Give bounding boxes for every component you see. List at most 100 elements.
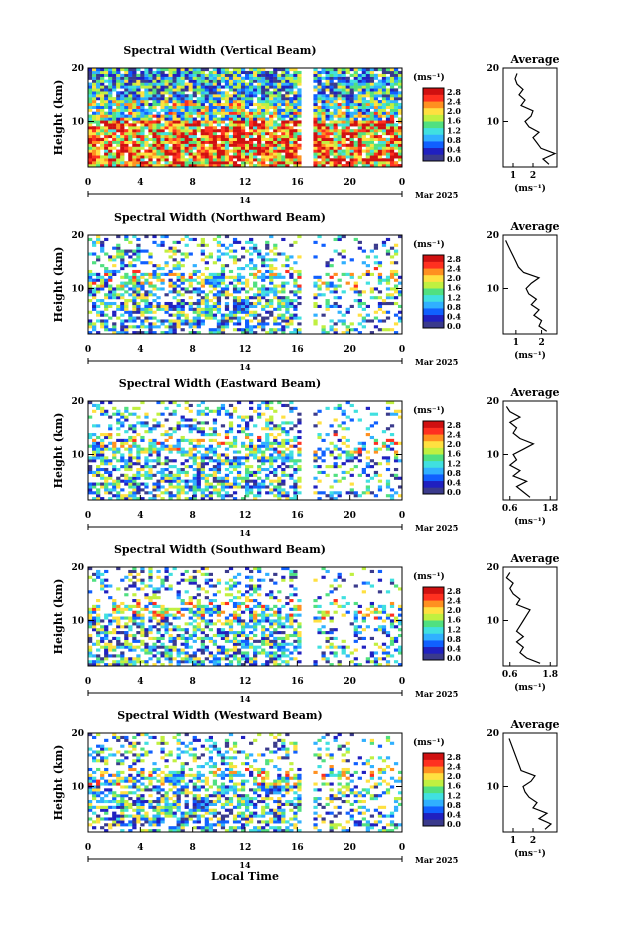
colorbar-tick-label: 0.0 bbox=[447, 321, 461, 331]
x-tick-label: 20 bbox=[343, 345, 356, 355]
x-tick-label: 0 bbox=[399, 178, 405, 188]
avg-x-label: (ms⁻¹) bbox=[514, 183, 546, 194]
colorbar-tick-label: 0.4 bbox=[447, 809, 461, 819]
y-tick-label: 10 bbox=[71, 118, 84, 128]
avg-x-tick-label: 1.8 bbox=[542, 504, 558, 514]
colorbar-swatch bbox=[423, 760, 444, 767]
colorbar-swatch bbox=[423, 600, 444, 607]
colorbar-swatch bbox=[423, 461, 444, 468]
colorbar-swatch bbox=[423, 301, 444, 308]
colorbar-tick-label: 1.6 bbox=[447, 615, 461, 625]
avg-y-tick-label: 10 bbox=[486, 118, 499, 128]
x-tick-label: 0 bbox=[85, 843, 91, 853]
colorbar-swatch bbox=[423, 753, 444, 760]
avg-y-tick-label: 20 bbox=[486, 231, 499, 241]
x-tick-label: 0 bbox=[399, 511, 405, 521]
colorbar-swatch bbox=[423, 255, 444, 262]
colorbar-swatch bbox=[423, 813, 444, 820]
colorbar-unit: (ms⁻¹) bbox=[413, 405, 445, 416]
colorbar-unit: (ms⁻¹) bbox=[413, 72, 445, 83]
colorbar-swatch bbox=[423, 766, 444, 773]
y-axis-label: Height (km) bbox=[52, 579, 65, 655]
x-tick-label: 16 bbox=[291, 677, 304, 687]
day-label: 14 bbox=[239, 195, 251, 205]
x-tick-label: 0 bbox=[85, 511, 91, 521]
date-label: Mar 2025 bbox=[415, 357, 458, 367]
avg-x-label: (ms⁻¹) bbox=[514, 848, 546, 859]
day-label: 14 bbox=[239, 528, 251, 538]
colorbar-tick-label: 2.4 bbox=[447, 596, 461, 606]
heatmap-cells bbox=[88, 401, 402, 500]
colorbar-swatch bbox=[423, 773, 444, 780]
y-axis-label: Height (km) bbox=[52, 247, 65, 323]
avg-x-tick-label: 1 bbox=[510, 171, 516, 181]
colorbar-swatch bbox=[423, 268, 444, 275]
colorbar-swatch bbox=[423, 448, 444, 455]
avg-y-tick-label: 20 bbox=[486, 397, 499, 407]
panel-title: Spectral Width (Vertical Beam) bbox=[123, 44, 316, 57]
avg-title: Average bbox=[509, 386, 559, 399]
heatmap-cells bbox=[88, 68, 402, 167]
colorbar-swatch bbox=[423, 620, 444, 627]
colorbar-unit: (ms⁻¹) bbox=[413, 239, 445, 250]
average-profile-line bbox=[509, 738, 551, 829]
colorbar-tick-label: 2.4 bbox=[447, 97, 461, 107]
colorbar-tick-label: 1.2 bbox=[447, 624, 461, 634]
colorbar-swatch bbox=[423, 819, 444, 826]
x-tick-label: 8 bbox=[190, 677, 196, 687]
colorbar-swatch bbox=[423, 128, 444, 135]
colorbar-swatch bbox=[423, 587, 444, 594]
x-tick-label: 12 bbox=[239, 345, 252, 355]
x-tick-label: 4 bbox=[137, 178, 143, 188]
avg-x-label: (ms⁻¹) bbox=[514, 682, 546, 693]
colorbar-tick-label: 2.4 bbox=[447, 762, 461, 772]
colorbar-tick-label: 2.0 bbox=[447, 605, 461, 615]
y-tick-label: 20 bbox=[71, 563, 84, 573]
colorbar-swatch bbox=[423, 653, 444, 660]
day-label: 14 bbox=[239, 694, 251, 704]
colorbar-tick-label: 1.6 bbox=[447, 283, 461, 293]
colorbar-swatch bbox=[423, 806, 444, 813]
avg-title: Average bbox=[509, 552, 559, 565]
x-tick-label: 4 bbox=[137, 677, 143, 687]
colorbar-swatch bbox=[423, 262, 444, 269]
y-tick-label: 10 bbox=[71, 285, 84, 295]
x-tick-label: 12 bbox=[239, 677, 252, 687]
colorbar-tick-label: 0.0 bbox=[447, 653, 461, 663]
date-label: Mar 2025 bbox=[415, 855, 458, 865]
colorbar-tick-label: 1.2 bbox=[447, 125, 461, 135]
y-axis-label: Height (km) bbox=[52, 745, 65, 821]
avg-y-tick-label: 10 bbox=[486, 617, 499, 627]
avg-y-tick-label: 10 bbox=[486, 783, 499, 793]
x-tick-label: 20 bbox=[343, 677, 356, 687]
x-tick-label: 0 bbox=[85, 178, 91, 188]
date-label: Mar 2025 bbox=[415, 689, 458, 699]
colorbar-tick-label: 2.8 bbox=[447, 752, 461, 762]
x-tick-label: 8 bbox=[190, 178, 196, 188]
colorbar-swatch bbox=[423, 786, 444, 793]
colorbar-tick-label: 2.8 bbox=[447, 586, 461, 596]
x-tick-label: 0 bbox=[399, 843, 405, 853]
colorbar-tick-label: 1.2 bbox=[447, 458, 461, 468]
colorbar-swatch bbox=[423, 454, 444, 461]
avg-x-tick-label: 1 bbox=[510, 836, 516, 846]
x-tick-label: 20 bbox=[343, 843, 356, 853]
panel-1: Spectral Width (Vertical Beam)Height (km… bbox=[52, 44, 560, 205]
colorbar-tick-label: 2.0 bbox=[447, 771, 461, 781]
avg-frame bbox=[503, 401, 557, 500]
x-tick-label: 4 bbox=[137, 345, 143, 355]
avg-y-tick-label: 10 bbox=[486, 451, 499, 461]
x-tick-label: 20 bbox=[343, 511, 356, 521]
y-tick-label: 10 bbox=[71, 617, 84, 627]
y-tick-label: 20 bbox=[71, 231, 84, 241]
colorbar-swatch bbox=[423, 614, 444, 621]
colorbar-tick-label: 2.4 bbox=[447, 430, 461, 440]
colorbar-swatch bbox=[423, 101, 444, 108]
x-tick-label: 16 bbox=[291, 178, 304, 188]
avg-x-tick-label: 2 bbox=[538, 338, 544, 348]
colorbar-tick-label: 2.0 bbox=[447, 273, 461, 283]
avg-y-tick-label: 20 bbox=[486, 563, 499, 573]
colorbar-tick-label: 1.6 bbox=[447, 449, 461, 459]
colorbar-tick-label: 0.8 bbox=[447, 800, 461, 810]
